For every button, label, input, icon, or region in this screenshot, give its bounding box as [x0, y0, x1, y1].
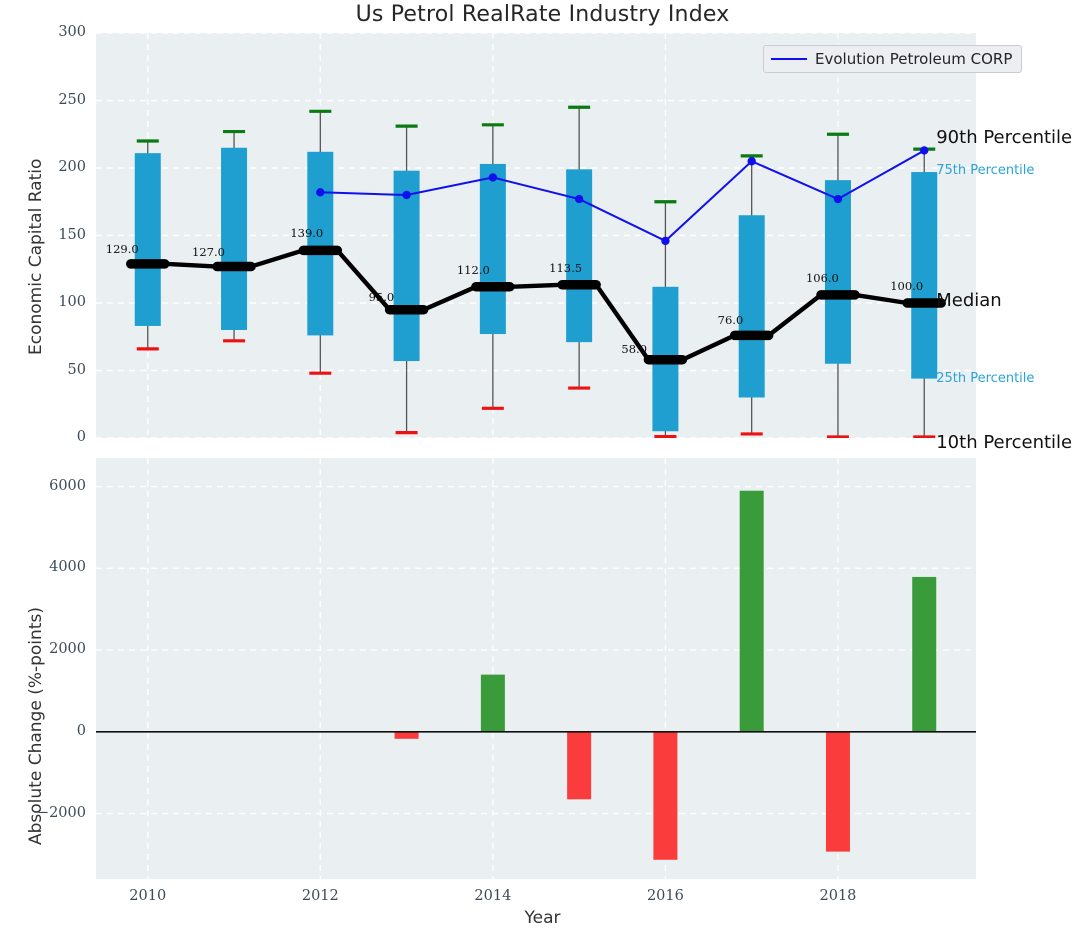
median-value-label: 113.5 [549, 261, 582, 275]
top-y-tick-300: 300 [8, 24, 86, 40]
x-tick-2014: 2014 [453, 888, 533, 904]
x-tick-2016: 2016 [625, 888, 705, 904]
bottom-y-tick-2000: 2000 [8, 641, 86, 657]
annotation-75th-percentile: 75th Percentile [936, 163, 1034, 178]
top-y-tick-50: 50 [8, 362, 86, 378]
bottom-y-tick-6000: 6000 [8, 478, 86, 494]
top-y-tick-0: 0 [8, 429, 86, 445]
median-value-label: 100.0 [890, 279, 923, 293]
change-bar [912, 577, 936, 732]
top-y-tick-250: 250 [8, 92, 86, 108]
legend-line-swatch [771, 58, 807, 60]
annotation-25th-percentile: 25th Percentile [936, 371, 1034, 386]
median-value-label: 58.0 [621, 342, 647, 356]
bottom-plot-svg [96, 458, 976, 879]
x-axis-label: Year [0, 908, 1085, 928]
change-bar [481, 675, 505, 732]
annotation-90th-percentile: 90th Percentile [936, 127, 1072, 148]
x-tick-2018: 2018 [798, 888, 878, 904]
change-bar [826, 732, 850, 852]
median-value-label: 112.0 [457, 263, 490, 277]
top-y-axis-label: Economic Capital Ratio [26, 159, 46, 355]
median-value-label: 106.0 [806, 271, 839, 285]
chart-title: Us Petrol RealRate Industry Index [0, 2, 1085, 27]
change-bar [567, 732, 591, 799]
top-y-tick-150: 150 [8, 227, 86, 243]
change-bar [653, 732, 677, 860]
top-y-tick-200: 200 [8, 159, 86, 175]
median-value-label: 95.0 [369, 290, 395, 304]
median-value-label: 76.0 [718, 313, 744, 327]
annotation-median: Median [936, 290, 1001, 311]
bottom-y-tick-4000: 4000 [8, 559, 86, 575]
top-plot-svg [96, 33, 976, 438]
x-tick-2010: 2010 [108, 888, 188, 904]
change-bar [395, 732, 419, 739]
x-tick-2012: 2012 [280, 888, 360, 904]
median-value-label: 129.0 [106, 242, 139, 256]
median-value-label: 127.0 [192, 245, 225, 259]
legend[interactable]: Evolution Petroleum CORP [763, 45, 1022, 73]
top-y-tick-100: 100 [8, 294, 86, 310]
top-plot-panel [96, 33, 976, 438]
chart-root: Us Petrol RealRate Industry Index Econom… [0, 0, 1085, 942]
bottom-plot-panel [96, 458, 976, 879]
annotation-10th-percentile: 10th Percentile [936, 432, 1072, 453]
change-bar [740, 491, 764, 732]
bottom-y-tick-−2000: −2000 [8, 805, 86, 821]
legend-label: Evolution Petroleum CORP [815, 50, 1012, 68]
median-value-label: 139.0 [290, 226, 323, 240]
bottom-y-tick-0: 0 [8, 723, 86, 739]
